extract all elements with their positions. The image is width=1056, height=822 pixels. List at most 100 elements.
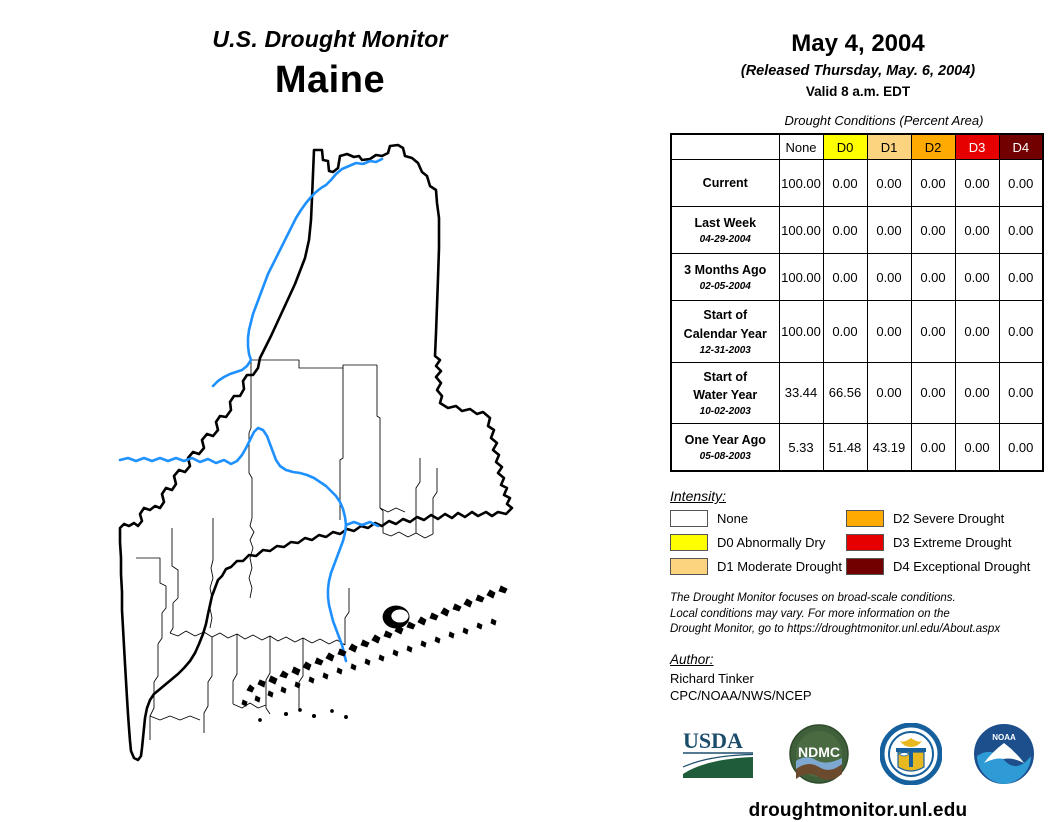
release-date: (Released Thursday, May. 6, 2004) (740, 63, 976, 79)
table-corner-blank (671, 134, 779, 160)
row-label-3-months-ago: 3 Months Ago 02-05-2004 (670, 253, 780, 301)
maine-drought-map (100, 128, 570, 778)
cell-none: 100.00 (778, 159, 824, 207)
row-label-text-line2: Calendar Year (683, 326, 767, 341)
page-title: U.S. Drought Monitor (212, 26, 448, 52)
table-row: Start of Water Year 10-02-2003 33.44 66.… (670, 361, 1044, 425)
cell-d2: 0.00 (910, 423, 956, 472)
cell-d0: 0.00 (822, 300, 868, 363)
table-row: Start of Calendar Year 12-31-2003 100.00… (670, 300, 1044, 363)
commerce-seal (879, 722, 943, 790)
cell-d1: 43.19 (866, 423, 912, 472)
legend-item-none: None (670, 510, 846, 528)
valid-time: Valid 8 a.m. EDT (805, 84, 911, 99)
site-url: droughtmonitor.unl.edu (748, 799, 968, 821)
state-outline-maine (118, 143, 514, 762)
row-label-text: 3 Months Ago (684, 263, 767, 278)
row-label-one-year-ago: One Year Ago 05-08-2003 (670, 423, 780, 472)
cell-d0: 0.00 (822, 253, 868, 301)
intensity-legend: Intensity: None D2 Severe Drought D0 Abn… (670, 488, 1050, 576)
row-label-date: 12-31-2003 (699, 344, 751, 356)
legend-item-d3: D3 Extreme Drought (846, 534, 1046, 552)
swatch-d2-icon (846, 510, 884, 528)
intensity-title: Intensity: (670, 488, 727, 505)
cell-d4: 0.00 (998, 423, 1044, 472)
title-block: U.S. Drought Monitor Maine (0, 26, 660, 102)
row-label-text: One Year Ago (684, 433, 766, 448)
row-label-current: Current (670, 159, 780, 207)
cell-d4: 0.00 (998, 159, 1044, 207)
map-svg (118, 143, 514, 762)
legend-item-d0: D0 Abnormally Dry (670, 534, 846, 552)
row-label-start-of-calendar-year: Start of Calendar Year 12-31-2003 (670, 300, 780, 363)
column-header-d1: D1 (866, 133, 912, 160)
row-label-last-week: Last Week 04-29-2004 (670, 206, 780, 254)
author-name: Richard Tinker (670, 670, 754, 686)
legend-item-d4: D4 Exceptional Drought (846, 558, 1046, 576)
cell-d1: 0.00 (866, 361, 912, 425)
cell-d4: 0.00 (998, 361, 1044, 425)
cell-d0: 66.56 (822, 361, 868, 425)
table-row: Current 100.00 0.00 0.00 0.00 0.00 0.00 (670, 159, 1044, 207)
svg-text:USDA: USDA (683, 728, 743, 753)
cell-d1: 0.00 (866, 206, 912, 254)
swatch-d0-icon (670, 534, 708, 552)
cell-d2: 0.00 (910, 253, 956, 301)
legend-label: D2 Severe Drought (893, 511, 1005, 527)
row-label-date: 02-05-2004 (699, 281, 751, 293)
cell-d3: 0.00 (954, 206, 1000, 254)
row-label-text-line1: Start of (703, 369, 748, 384)
author-title: Author: (670, 651, 714, 667)
row-label-text-line2: Water Year (693, 388, 758, 403)
rivers (118, 157, 384, 663)
row-label-date: 05-08-2003 (699, 451, 751, 463)
state-title: Maine (274, 59, 386, 101)
cell-d2: 0.00 (910, 206, 956, 254)
table-caption: Drought Conditions (Percent Area) (784, 113, 984, 128)
swatch-d3-icon (846, 534, 884, 552)
legend-label: None (717, 511, 749, 527)
table-header-row: None D0 D1 D2 D3 D4 (671, 133, 1044, 160)
report-date: May 4, 2004 (791, 30, 925, 57)
cell-none: 100.00 (778, 300, 824, 363)
row-label-text: Last Week (694, 216, 757, 231)
county-boundaries (136, 359, 438, 740)
coastal-islands (241, 585, 508, 722)
author-affiliation: CPC/NOAA/NWS/NCEP (670, 688, 812, 704)
cell-d3: 0.00 (954, 159, 1000, 207)
usda-logo: USDA (681, 726, 757, 787)
column-header-d3: D3 (954, 133, 1000, 160)
svg-text:NDMC: NDMC (798, 744, 840, 760)
ndmc-logo: NDMC (788, 723, 850, 790)
cell-d4: 0.00 (998, 300, 1044, 363)
cell-d3: 0.00 (954, 423, 1000, 472)
cell-d2: 0.00 (910, 300, 956, 363)
right-panel: May 4, 2004 (Released Thursday, May. 6, … (660, 0, 1056, 821)
date-block: May 4, 2004 (Released Thursday, May. 6, … (660, 0, 1056, 99)
legend-label: D4 Exceptional Drought (893, 559, 1031, 575)
cell-d3: 0.00 (954, 253, 1000, 301)
swatch-d1-icon (670, 558, 708, 576)
legend-label: D1 Moderate Drought (717, 559, 843, 575)
column-header-d4: D4 (998, 133, 1044, 160)
cell-d0: 0.00 (822, 159, 868, 207)
cell-d2: 0.00 (910, 159, 956, 207)
disclaimer-line-2: Local conditions may vary. For more info… (670, 607, 950, 620)
column-header-d2: D2 (910, 133, 956, 160)
cell-none: 5.33 (778, 423, 824, 472)
cell-d3: 0.00 (954, 361, 1000, 425)
cell-d1: 0.00 (866, 300, 912, 363)
legend-grid: None D2 Severe Drought D0 Abnormally Dry… (670, 510, 1050, 576)
cell-d0: 0.00 (822, 206, 868, 254)
row-label-start-of-water-year: Start of Water Year 10-02-2003 (670, 361, 780, 425)
disclaimer-line-1: The Drought Monitor focuses on broad-sca… (670, 592, 956, 605)
row-label-text: Current (702, 175, 748, 190)
cell-none: 33.44 (778, 361, 824, 425)
drought-conditions-table: None D0 D1 D2 D3 D4 Current 100.00 0.00 … (670, 133, 1044, 473)
cell-none: 100.00 (778, 253, 824, 301)
legend-item-d2: D2 Severe Drought (846, 510, 1046, 528)
column-header-none: None (778, 133, 824, 160)
noaa-logo: NOAA (973, 723, 1035, 790)
cell-d4: 0.00 (998, 253, 1044, 301)
cell-d3: 0.00 (954, 300, 1000, 363)
